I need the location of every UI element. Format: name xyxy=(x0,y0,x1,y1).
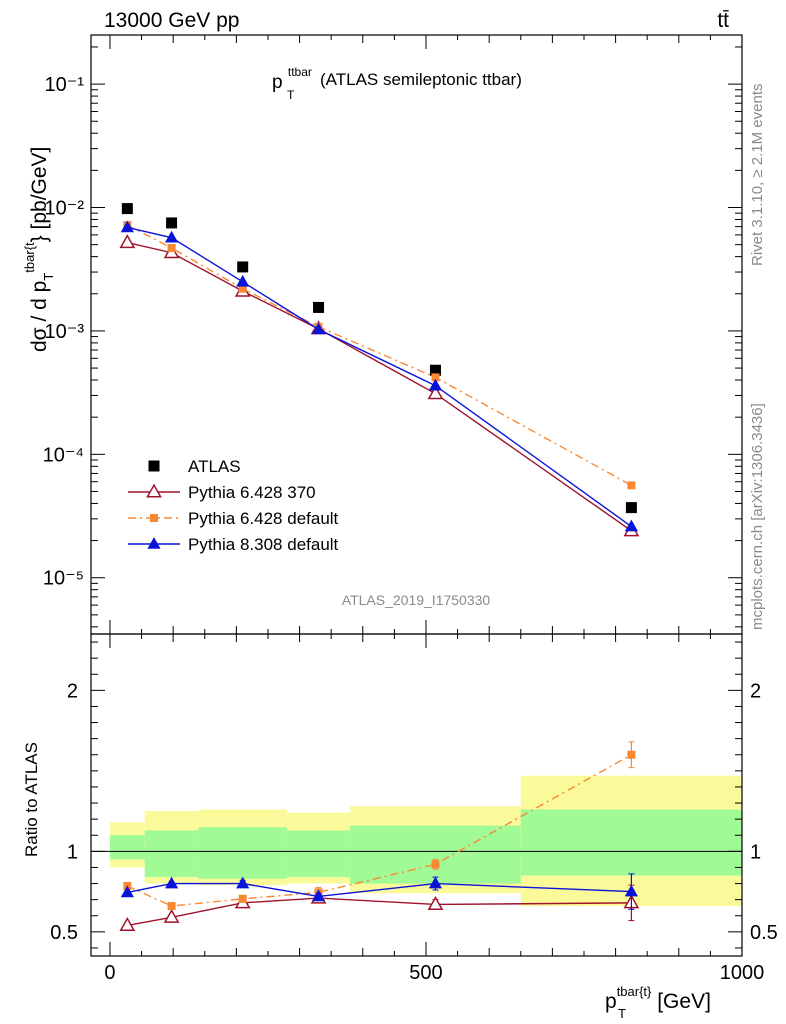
analysis-tag: ATLAS_2019_I1750330 xyxy=(342,592,491,608)
data-point-main xyxy=(166,217,178,229)
series-layer xyxy=(119,203,640,931)
data-point-ratio xyxy=(120,885,134,898)
data-point-main xyxy=(121,203,133,215)
ratio-y-label: Ratio to ATLAS xyxy=(22,742,41,857)
title-sup: ttbar xyxy=(288,65,312,79)
plot-title: p ttbar xyxy=(272,65,312,93)
data-point-ratio xyxy=(119,916,136,931)
series-line-main xyxy=(127,226,632,528)
series-line-ratio xyxy=(127,897,632,927)
title-symbol: p xyxy=(272,72,283,93)
data-point-ratio xyxy=(427,896,444,911)
data-point-main xyxy=(313,301,325,313)
ylabel-sub: T xyxy=(41,273,56,281)
y-tick-label: 10⁻⁴ xyxy=(43,444,84,466)
rivet-version: Rivet 3.1.10, ≥ 2.1M events xyxy=(749,84,766,267)
legend-label: ATLAS xyxy=(188,457,241,476)
data-point-main xyxy=(428,378,443,391)
xlabel-sup: tbar{t} xyxy=(617,984,652,999)
data-point-main xyxy=(311,322,326,335)
data-point-ratio xyxy=(311,889,326,902)
band-inner xyxy=(144,830,199,878)
title-sub: T xyxy=(287,88,295,102)
data-point-main xyxy=(624,519,638,532)
legend-label: Pythia 6.428 default xyxy=(188,509,339,528)
mcplots-credit: mcplots.cern.ch [arXiv:1306.3436] xyxy=(749,403,766,630)
ratio-tick-label: 1 xyxy=(67,841,78,863)
data-point-ratio xyxy=(238,894,247,903)
series-line-main xyxy=(127,241,632,532)
series-line-ratio xyxy=(127,754,632,907)
data-point-main xyxy=(625,502,637,514)
tick-labels: 0 500 1000 10⁻¹ 10⁻² 10⁻³ 10⁻⁴ 10⁻⁵ 0.5 0.5 1 1 2 2 xyxy=(43,74,778,984)
y-tick-label: 10⁻⁵ xyxy=(43,568,84,590)
ratio-tick-label-right: 2 xyxy=(750,680,761,702)
x-tick-label: 1000 xyxy=(720,962,765,984)
legend-marker xyxy=(150,514,158,522)
legend-label: Pythia 8.308 default xyxy=(188,535,339,554)
band-inner xyxy=(286,830,351,878)
legend: ATLAS Pythia 6.428 370 Pythia 6.428 defaul… xyxy=(128,457,339,554)
title-text: (ATLAS semileptonic ttbar) xyxy=(320,70,522,89)
data-point-main xyxy=(431,373,440,382)
data-point-ratio xyxy=(624,884,638,897)
series-line-main xyxy=(127,224,632,487)
legend-marker xyxy=(146,483,162,498)
data-point-ratio xyxy=(163,908,180,923)
data-point-ratio xyxy=(164,876,179,889)
data-point-ratio xyxy=(428,876,443,889)
data-point-main xyxy=(627,481,636,490)
data-point-main xyxy=(427,385,444,400)
band-inner xyxy=(109,835,145,860)
plot-frames xyxy=(90,34,743,957)
ratio-frame xyxy=(90,633,743,957)
ratio-tick-label: 0.5 xyxy=(50,922,78,944)
x-axis-label: ptbar{t} [GeV] xyxy=(605,984,711,1013)
data-point-ratio xyxy=(236,876,250,889)
ylabel-part2: } [pb/GeV] xyxy=(28,147,51,243)
data-point-ratio xyxy=(627,750,636,759)
data-point-main xyxy=(164,230,179,243)
data-point-main xyxy=(119,234,136,249)
header-left: 13000 GeV pp xyxy=(104,9,239,32)
series-line-ratio xyxy=(127,882,632,898)
data-point-ratio xyxy=(431,860,440,869)
y-tick-label: 10⁻¹ xyxy=(45,74,85,96)
x-tick-label: 500 xyxy=(409,962,442,984)
data-point-main xyxy=(237,261,249,273)
ylabel-part1: dσ / d p xyxy=(28,281,51,352)
y-tick-label: 10⁻² xyxy=(45,198,85,220)
data-point-main xyxy=(236,274,250,287)
xlabel-text: [GeV] xyxy=(651,990,711,1013)
legend-marker xyxy=(147,537,161,549)
y-tick-label: 10⁻³ xyxy=(45,321,85,343)
band-inner xyxy=(350,825,521,884)
legend-marker xyxy=(148,460,160,472)
header-right: tt̄ xyxy=(717,9,729,32)
x-tick-label: 0 xyxy=(104,962,115,984)
xlabel-symbol: p xyxy=(605,990,617,1013)
band-inner xyxy=(198,827,287,879)
data-point-main xyxy=(238,284,247,293)
ylabel-sup: tbar{t xyxy=(22,242,37,273)
ratio-tick-label-right: 0.5 xyxy=(750,922,778,944)
data-point-main xyxy=(120,220,134,233)
y-axis-label: dσ / d pTtbar{t} [pb/GeV] xyxy=(22,147,56,352)
data-point-main xyxy=(167,243,176,252)
legend-label: Pythia 6.428 370 xyxy=(188,483,316,502)
data-point-ratio xyxy=(167,902,176,911)
data-point-main xyxy=(429,364,441,376)
ratio-tick-label-right: 1 xyxy=(750,841,761,863)
band-inner xyxy=(520,809,742,876)
ratio-tick-label: 2 xyxy=(67,680,78,702)
xlabel-sub: T xyxy=(618,1006,626,1021)
ratio-error-bands xyxy=(109,775,742,907)
axis-ticks xyxy=(91,35,743,956)
